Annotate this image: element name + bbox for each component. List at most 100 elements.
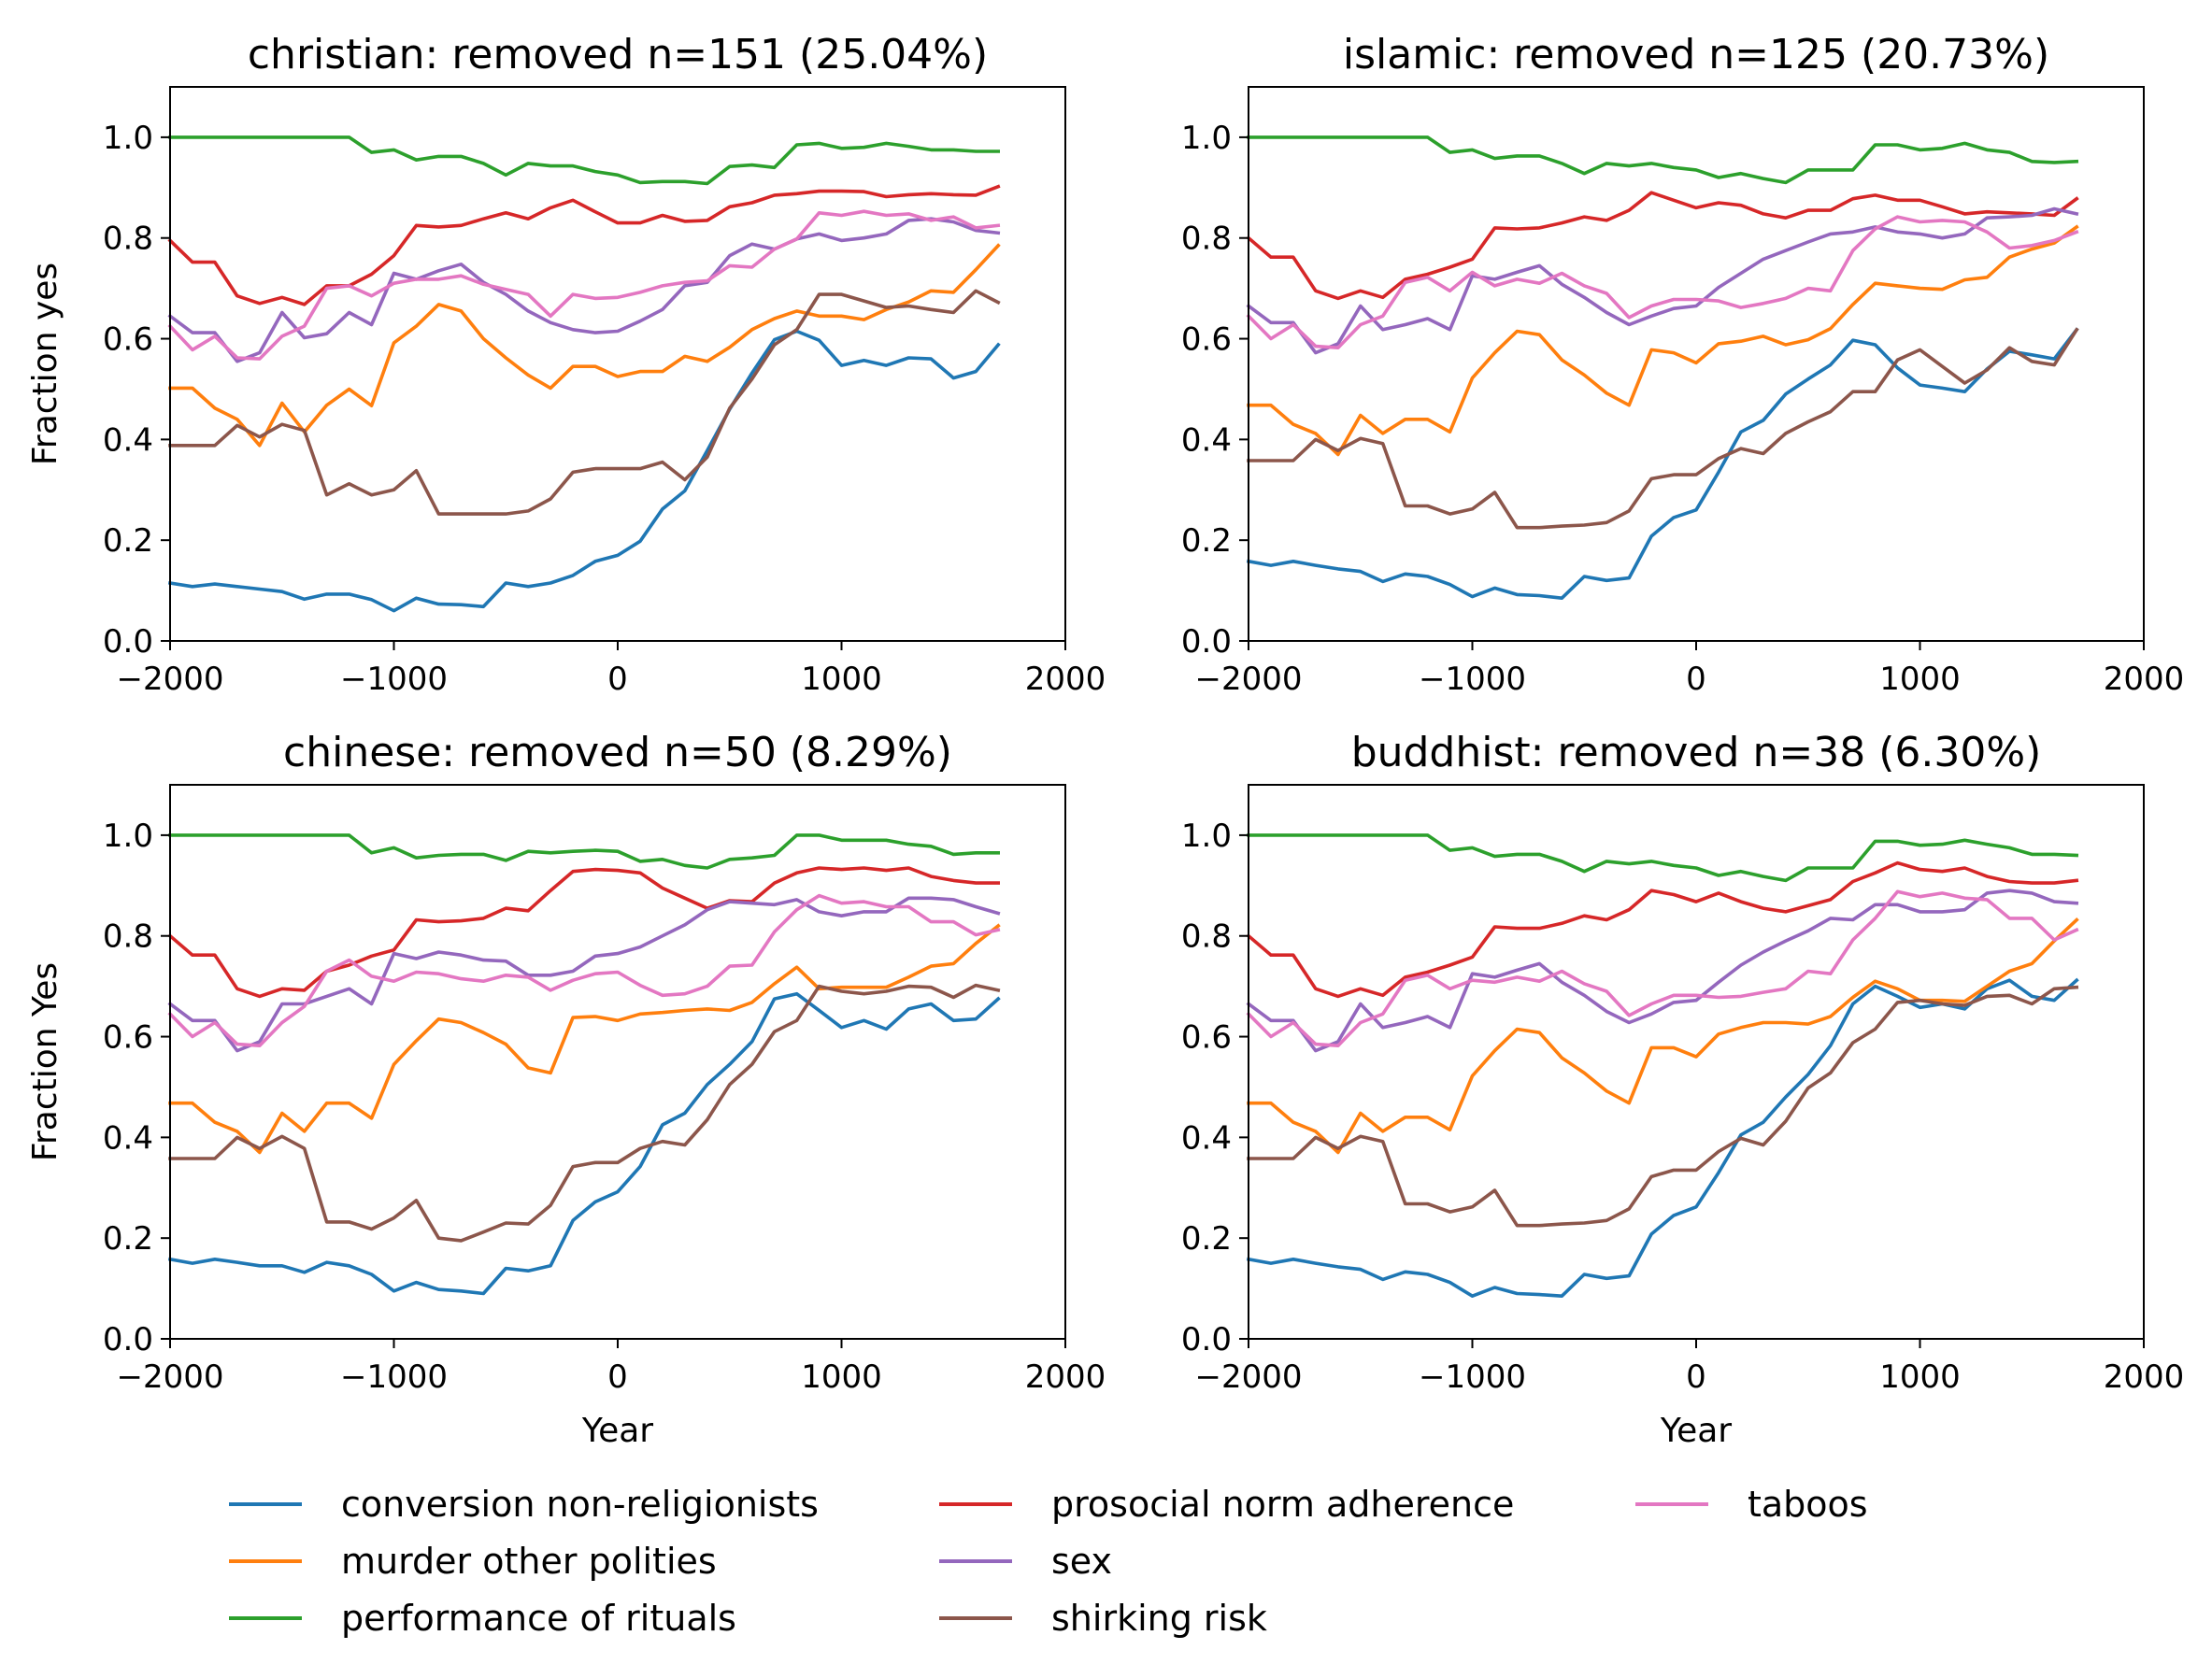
series-line-murder-other-polities (1247, 917, 2079, 1155)
subplot-1: −2000 −1000 0 1000 2000 0.0 0.2 0.4 0.6 0.8 1.0 chr… (26, 31, 1106, 698)
series-line-murder-other-polities (168, 923, 1001, 1155)
series-line-conversion-non-religionists (1246, 327, 2079, 601)
y-tick-label: 0.4 (103, 421, 153, 459)
subplot-2: −2000 −1000 0 1000 2000 0.0 0.2 0.4 0.6 0.8 1.0 isl… (1181, 31, 2184, 698)
x-tick-label: 2000 (1025, 661, 1106, 698)
legend-entry-shirking-risk: shirking risk (939, 1598, 1267, 1639)
legend-label: shirking risk (1051, 1598, 1267, 1639)
y-tick-label: 0.2 (103, 1220, 153, 1258)
y-tick-label: 1.0 (1181, 818, 1232, 855)
y-axis-label: Fraction Yes (26, 962, 64, 1161)
series-line-performance-of-rituals (1247, 833, 2079, 883)
x-tick-label: −2000 (1194, 661, 1302, 698)
x-tick-label: 0 (1686, 661, 1706, 698)
x-axis-label: Year (581, 1412, 653, 1450)
y-tick-label: 0.6 (103, 1019, 153, 1057)
y-tick-label: 0.8 (103, 220, 153, 258)
x-tick-label: −2000 (116, 661, 223, 698)
y-tick-label: 0.2 (103, 522, 153, 560)
y-tick-label: 0.6 (103, 321, 153, 359)
series-line-taboos (167, 893, 1001, 1047)
series-line-prosocial-norm-adherence (1246, 191, 2079, 301)
y-tick-label: 0.4 (1181, 1119, 1232, 1157)
legend-label: performance of rituals (341, 1598, 736, 1639)
series-lines (1246, 833, 2079, 1298)
series-line-shirking-risk (168, 983, 1001, 1243)
subplot-title: christian: removed n=151 (25.04%) (248, 31, 988, 78)
legend-label: prosocial norm adherence (1051, 1484, 1514, 1525)
x-tick-label: 0 (1686, 1358, 1706, 1396)
x-tick-label: 1000 (801, 1358, 882, 1396)
y-tick-label: 0.6 (1181, 321, 1232, 359)
x-tick-label: 1000 (801, 661, 882, 698)
series-line-taboos (1246, 889, 2079, 1047)
legend-entry-sex: sex (939, 1541, 1112, 1582)
y-tick-label: 0.6 (1181, 1019, 1232, 1057)
x-tick-label: −1000 (1419, 1358, 1526, 1396)
series-line-prosocial-norm-adherence (1246, 860, 2079, 999)
x-tick-label: −1000 (340, 661, 448, 698)
subplot-title: buddhist: removed n=38 (6.30%) (1351, 729, 2042, 776)
legend-entry-conversion-non-religionists: conversion non-religionists (229, 1484, 819, 1525)
y-tick-label: 0.2 (1181, 522, 1232, 560)
subplot-title: islamic: removed n=125 (20.73%) (1343, 31, 2049, 78)
series-line-murder-other-polities (168, 243, 1001, 448)
y-tick-label: 1.0 (1181, 120, 1232, 157)
series-line-performance-of-rituals (1247, 135, 2079, 185)
subplot-3: −2000 −1000 0 1000 2000 0.0 0.2 0.4 0.6 0.8 1.0 chi… (26, 729, 1106, 1450)
legend-entry-murder-other-polities: murder other polities (229, 1541, 717, 1582)
series-lines (167, 135, 1001, 613)
subplot-4: −2000 −1000 0 1000 2000 0.0 0.2 0.4 0.6 0.8 1.0 bud… (1181, 729, 2184, 1450)
series-line-shirking-risk (1247, 327, 2079, 530)
series-line-sex (167, 217, 1001, 363)
subplot-title: chinese: removed n=50 (8.29%) (283, 729, 952, 776)
x-tick-label: −2000 (1194, 1358, 1302, 1396)
series-line-sex (1246, 206, 2079, 355)
y-tick-label: 0.8 (1181, 918, 1232, 956)
x-tick-label: 2000 (2104, 1358, 2185, 1396)
series-line-prosocial-norm-adherence (167, 866, 1000, 999)
x-tick-label: 0 (607, 1358, 628, 1396)
x-tick-label: 2000 (1025, 1358, 1106, 1396)
legend: conversion non-religionists murder other … (229, 1484, 1868, 1639)
x-tick-label: 2000 (2104, 661, 2185, 698)
x-tick-label: 1000 (1879, 661, 1961, 698)
y-tick-label: 0.2 (1181, 1220, 1232, 1258)
y-tick-label: 0.0 (1181, 1321, 1232, 1358)
series-line-performance-of-rituals (168, 833, 1000, 870)
x-tick-label: −1000 (340, 1358, 448, 1396)
y-tick-label: 0.4 (1181, 421, 1232, 459)
series-line-conversion-non-religionists (167, 991, 1001, 1296)
y-tick-label: 1.0 (103, 818, 153, 855)
series-line-performance-of-rituals (168, 135, 1000, 186)
legend-label: conversion non-religionists (341, 1484, 819, 1525)
series-line-conversion-non-religionists (167, 329, 1001, 613)
series-line-prosocial-norm-adherence (167, 184, 1001, 306)
y-tick-label: 0.8 (103, 918, 153, 956)
legend-label: sex (1051, 1541, 1112, 1582)
legend-entry-performance-of-rituals: performance of rituals (229, 1598, 736, 1639)
legend-label: taboos (1748, 1484, 1868, 1525)
series-line-taboos (167, 209, 1001, 361)
y-tick-label: 0.8 (1181, 220, 1232, 258)
x-tick-label: 0 (607, 661, 628, 698)
series-line-murder-other-polities (1247, 224, 2079, 457)
y-tick-label: 0.0 (1181, 623, 1232, 661)
x-tick-label: 1000 (1879, 1358, 1961, 1396)
y-tick-label: 0.4 (103, 1119, 153, 1157)
legend-label: murder other polities (341, 1541, 717, 1582)
y-tick-label: 0.0 (103, 1321, 153, 1358)
y-tick-label: 0.0 (103, 623, 153, 661)
series-lines (1246, 135, 2079, 601)
x-axis-label: Year (1660, 1412, 1732, 1450)
x-tick-label: −2000 (116, 1358, 223, 1396)
series-line-taboos (1246, 215, 2079, 350)
series-lines (167, 833, 1001, 1296)
series-line-sex (1246, 889, 2079, 1053)
y-tick-label: 1.0 (103, 120, 153, 157)
subplot-grid: −2000 −1000 0 1000 2000 0.0 0.2 0.4 0.6 0.8 1.0 chr… (26, 31, 2184, 1450)
series-line-shirking-risk (168, 289, 1001, 516)
y-axis-label: Fraction yes (26, 263, 64, 465)
